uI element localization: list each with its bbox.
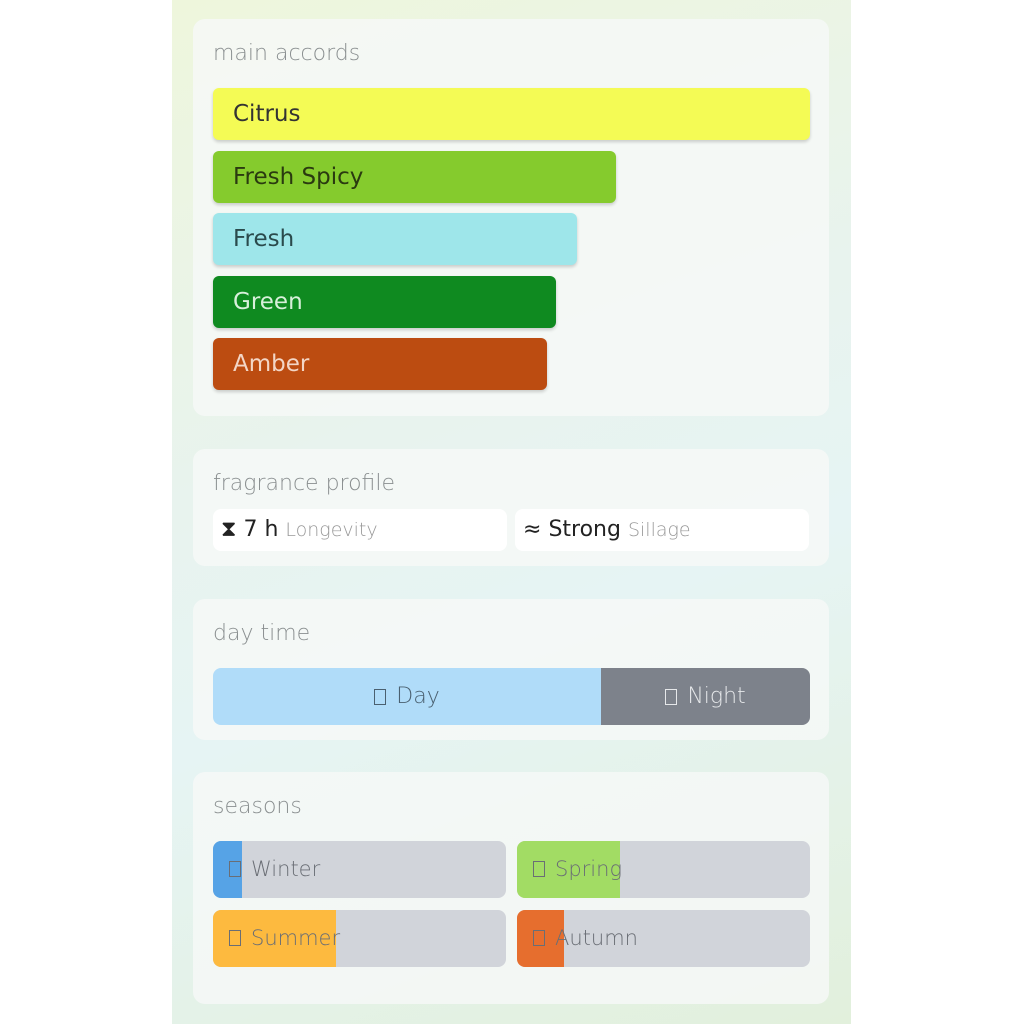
day-night-bar: Day Night (213, 668, 810, 725)
sillage-label: Sillage (627, 519, 691, 541)
season-icon (229, 930, 241, 946)
accord-bar-fresh: Fresh (213, 213, 578, 265)
season-fill (213, 910, 337, 967)
day-label: Day (396, 684, 440, 709)
accord-bar-amber: Amber (213, 338, 548, 390)
accord-bar-fresh-spicy: Fresh Spicy (213, 150, 616, 203)
hourglass-icon: ⧗ (221, 517, 237, 542)
season-icon (533, 930, 545, 946)
season-name: Summer (251, 926, 341, 950)
season-name: Winter (251, 857, 321, 881)
season-label: Summer (229, 910, 340, 967)
card-title: seasons (213, 794, 302, 819)
content-column: main accords Citrus Fresh Spicy Fresh Green… (172, 0, 851, 1024)
sillage-value: Strong (548, 517, 621, 542)
season-icon (533, 861, 545, 877)
season-winter: Winter (213, 841, 506, 898)
sun-icon (374, 688, 387, 705)
longevity-label: Longevity (285, 519, 378, 541)
longevity-value: 7 h (243, 517, 279, 542)
season-name: Spring (555, 857, 623, 881)
season-name: Autumn (555, 926, 638, 950)
card-title: day time (213, 621, 311, 646)
main-accords-card: main accords Citrus Fresh Spicy Fresh Green… (193, 19, 829, 416)
accord-bar-citrus: Citrus (213, 88, 810, 140)
night-label: Night (687, 684, 746, 709)
day-time-card: day time Day Night (193, 599, 829, 740)
season-fill (213, 841, 243, 898)
season-icon (229, 861, 241, 877)
night-segment: Night (601, 668, 810, 725)
fragrance-profile-card: fragrance profile ⧗ 7 h Longevity ≈ Stro… (193, 449, 829, 566)
card-title: main accords (213, 41, 361, 66)
season-spring: Spring (517, 841, 810, 898)
season-fill (517, 910, 564, 967)
season-summer: Summer (213, 910, 506, 967)
moon-icon (665, 688, 678, 705)
season-label: Winter (229, 841, 320, 898)
season-fill (517, 841, 620, 898)
waves-icon: ≈ (523, 517, 542, 542)
seasons-card: seasons Winter Spring Summer Autumn (193, 772, 829, 1004)
season-label: Spring (533, 841, 622, 898)
day-segment: Day (213, 668, 602, 725)
card-title: fragrance profile (213, 471, 396, 496)
accord-bar-green: Green (213, 275, 557, 328)
longevity-pill: ⧗ 7 h Longevity (213, 509, 507, 551)
sillage-pill: ≈ Strong Sillage (515, 509, 809, 551)
season-autumn: Autumn (517, 910, 810, 967)
season-label: Autumn (533, 910, 638, 967)
